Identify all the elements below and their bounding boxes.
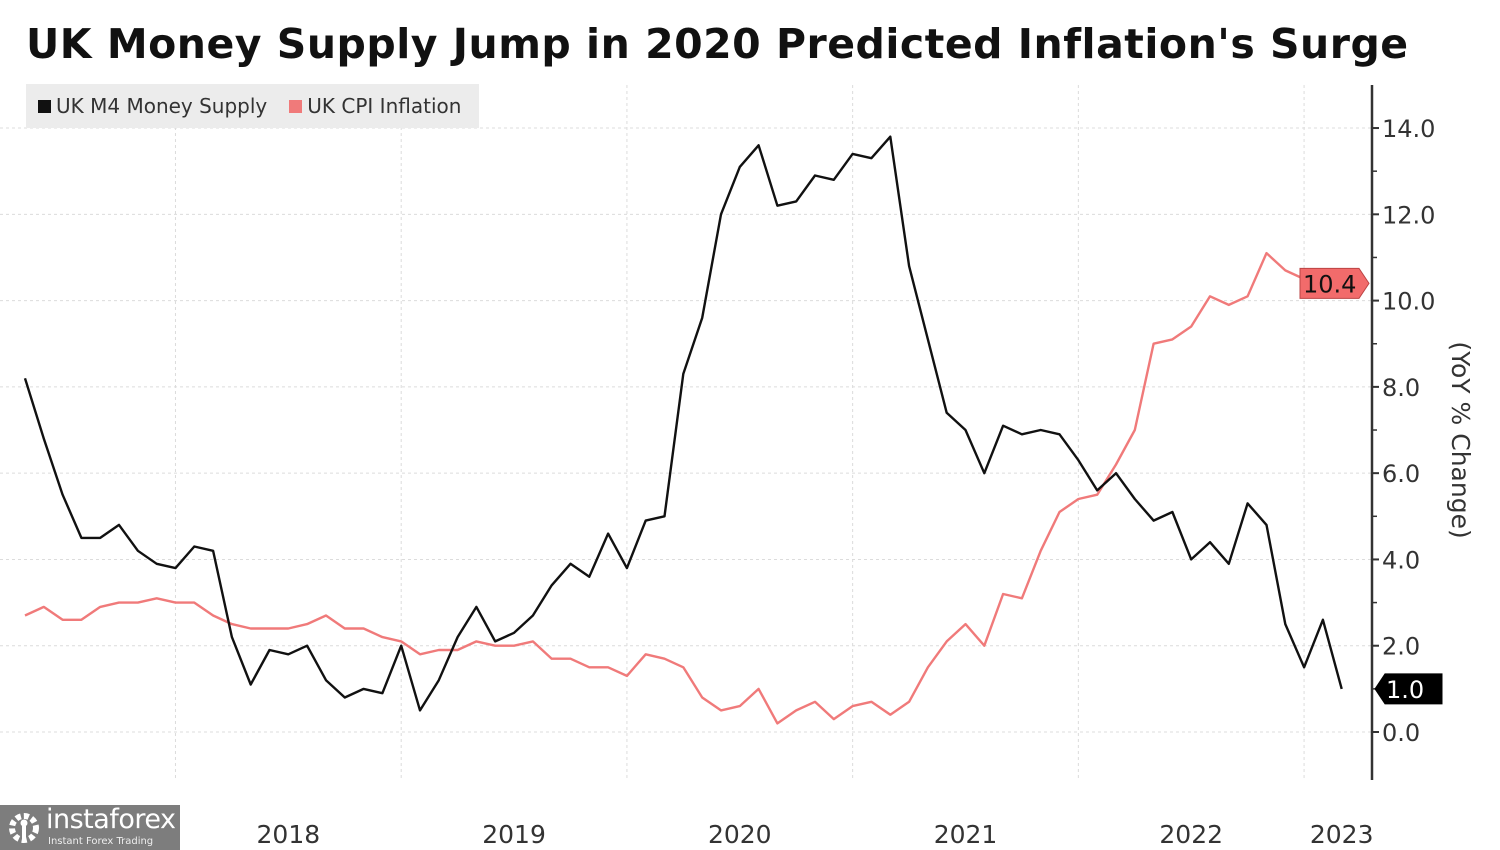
y-tick-label: 2.0 <box>1382 633 1420 661</box>
y-axis-label: (YoY % Change) <box>1446 341 1475 538</box>
y-tick-label: 14.0 <box>1382 115 1435 143</box>
series-line-m4 <box>23 135 1343 712</box>
y-tick-label: 0.0 <box>1382 719 1420 747</box>
gear-logo-icon <box>9 813 39 843</box>
series-line-cpi <box>24 251 1343 725</box>
x-tick-label: 2020 <box>708 820 772 849</box>
x-tick-label: 2023 <box>1310 820 1374 849</box>
x-tick-label: 2021 <box>934 820 998 849</box>
y-tick-label: 10.0 <box>1382 288 1435 316</box>
x-tick-label: 2019 <box>482 820 546 849</box>
instaforex-watermark: instaforex Instant Forex Trading <box>0 805 180 850</box>
tag-shape <box>1299 267 1370 299</box>
x-tick-label: 2018 <box>257 820 321 849</box>
legend: UK M4 Money Supply UK CPI Inflation <box>26 84 480 128</box>
tag-label: 10.4 <box>1303 270 1356 298</box>
y-axis: 0.0 2.0 4.0 6.0 8.0 10.0 12.0 14.0 <box>1370 85 1435 780</box>
last-value-tag-m4: 1.0 <box>1374 673 1443 705</box>
legend-label-m4: UK M4 Money Supply <box>56 94 268 118</box>
y-tick-label: 6.0 <box>1382 460 1420 488</box>
legend-swatch-m4 <box>38 99 51 113</box>
x-tick-label: 2022 <box>1159 820 1223 849</box>
legend-item-m4: UK M4 Money Supply <box>38 94 267 118</box>
series-lines <box>23 135 1343 725</box>
tag-label: 1.0 <box>1386 676 1424 704</box>
y-tick-label: 8.0 <box>1382 374 1420 402</box>
legend-swatch-cpi <box>289 99 303 113</box>
watermark-tagline: Instant Forex Trading <box>48 836 154 847</box>
y-tick-label: 4.0 <box>1382 546 1420 574</box>
gridlines <box>0 85 1372 780</box>
chart-title: UK Money Supply Jump in 2020 Predicted I… <box>26 20 1409 68</box>
y-tick-label: 12.0 <box>1382 201 1435 229</box>
last-value-tags: 10.4 1.0 <box>1299 267 1443 705</box>
watermark-brand: instaforex <box>46 805 176 835</box>
tag-shape <box>1374 673 1443 705</box>
legend-label-cpi: UK CPI Inflation <box>307 94 462 118</box>
legend-item-cpi: UK CPI Inflation <box>289 94 461 118</box>
last-value-tag-cpi: 10.4 <box>1299 267 1370 299</box>
x-axis: 2018 2019 2020 2021 2022 2023 <box>257 820 1374 849</box>
